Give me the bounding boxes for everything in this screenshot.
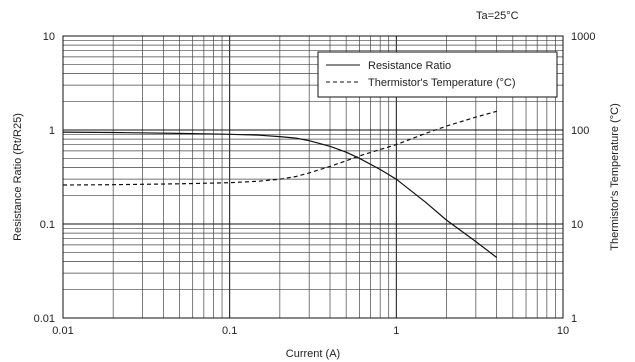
x-tick-label: 1: [393, 325, 399, 337]
y-left-tick-label: 0.01: [34, 313, 55, 325]
grid: [62, 36, 563, 319]
legend: Resistance Ratio Thermistor's Temperatur…: [317, 51, 558, 98]
x-axis-label: Current (A): [286, 348, 340, 360]
legend-box: [317, 51, 558, 98]
y-left-tick-label: 10: [43, 31, 55, 43]
y-left-tick-label: 1: [49, 125, 55, 137]
x-tick-label: 0.01: [52, 325, 73, 337]
y-right-tick-label: 1: [571, 313, 577, 325]
y-right-tick-label: 1000: [571, 31, 595, 43]
legend-label-resistance-ratio: Resistance Ratio: [368, 60, 451, 72]
series-line-0: [62, 131, 498, 258]
series-line-1: [62, 110, 497, 186]
plot-frame: [62, 35, 564, 319]
y-axis-label-left: Resistance Ratio (Rt/R25): [12, 113, 24, 241]
series-layer: [62, 110, 498, 258]
legend-label-thermistor-temperature: Thermistor's Temperature (°C): [368, 77, 516, 89]
annotation-ta: Ta=25°C: [476, 10, 519, 22]
x-tick-label: 0.1: [222, 325, 237, 337]
y-right-tick-label: 100: [571, 125, 589, 137]
y-right-tick-label: 10: [571, 219, 583, 231]
x-tick-label: 10: [557, 325, 569, 337]
y-left-tick-label: 0.1: [40, 219, 55, 231]
y-axis-label-right: Thermistor's Temperature (°C): [609, 103, 621, 251]
